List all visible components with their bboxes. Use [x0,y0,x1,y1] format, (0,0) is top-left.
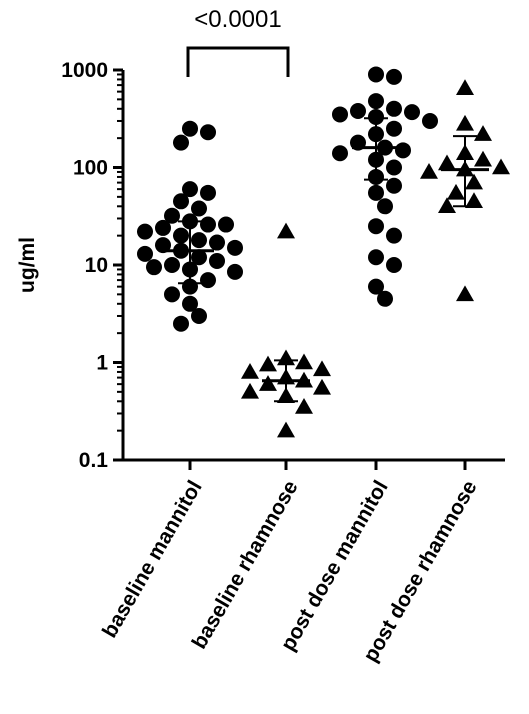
data-point-post-dose-mannitol [386,120,402,137]
data-point-post-dose-rhamnose [474,150,492,167]
data-point-baseline-rhamnose [313,360,331,377]
data-point-baseline-mannitol [182,181,198,198]
data-point-baseline-rhamnose [259,375,277,391]
data-point-baseline-mannitol [164,207,180,224]
data-point-baseline-rhamnose [313,378,331,395]
data-point-post-dose-rhamnose [438,197,456,214]
y-tick-label: 1 [96,352,108,375]
data-point-baseline-mannitol [200,216,216,233]
data-point-baseline-mannitol [137,245,153,262]
data-point-baseline-mannitol [191,249,207,266]
error-bars [166,117,489,403]
data-point-post-dose-mannitol [368,218,384,235]
data-point-baseline-mannitol [164,286,180,303]
data-point-baseline-mannitol [227,263,243,280]
data-point-post-dose-mannitol [386,177,402,194]
data-point-baseline-mannitol [137,223,153,240]
data-point-baseline-rhamnose [295,353,313,370]
data-point-post-dose-rhamnose [465,173,483,190]
data-points [137,66,510,438]
data-point-post-dose-rhamnose [447,183,465,200]
data-point-baseline-rhamnose [277,222,295,239]
x-category-label: baseline mannitol [98,477,207,642]
data-point-post-dose-mannitol [386,257,402,273]
data-point-post-dose-rhamnose [438,154,456,171]
data-point-baseline-mannitol [146,259,162,276]
y-tick-label: 1000 [61,59,108,82]
significance-bracket [186,46,290,77]
data-point-baseline-mannitol [173,315,189,332]
data-point-baseline-mannitol [173,227,189,244]
data-point-baseline-mannitol [191,200,207,217]
data-point-post-dose-rhamnose [465,192,483,209]
data-point-post-dose-mannitol [386,227,402,244]
p-value-label: <0.0001 [194,6,281,33]
data-point-baseline-mannitol [200,124,216,141]
data-point-post-dose-mannitol [422,112,438,129]
data-point-post-dose-mannitol [377,198,393,215]
data-point-baseline-mannitol [164,257,180,273]
data-point-baseline-mannitol [182,120,198,137]
data-point-baseline-mannitol [200,184,216,201]
data-point-post-dose-mannitol [332,145,348,162]
data-point-baseline-mannitol [200,272,216,289]
data-point-baseline-mannitol [173,193,189,210]
data-point-post-dose-rhamnose [420,162,438,179]
data-point-baseline-rhamnose [241,382,259,399]
data-point-post-dose-rhamnose [492,158,510,175]
data-point-baseline-mannitol [191,307,207,324]
y-tick-label: 0.1 [79,449,109,472]
data-point-baseline-mannitol [182,295,198,312]
data-point-post-dose-mannitol [368,278,384,295]
data-point-post-dose-mannitol [386,68,402,85]
data-point-baseline-mannitol [155,237,171,254]
data-point-post-dose-mannitol [386,100,402,117]
data-point-baseline-rhamnose [295,397,313,414]
data-point-post-dose-mannitol [395,142,411,159]
data-point-post-dose-mannitol [350,102,366,119]
data-point-post-dose-mannitol [368,66,384,83]
data-point-post-dose-rhamnose [456,79,474,95]
data-point-baseline-mannitol [227,239,243,256]
data-point-post-dose-mannitol [332,106,348,123]
data-point-post-dose-mannitol [377,290,393,307]
data-point-baseline-rhamnose [259,355,277,372]
y-axis-label: ug/ml [16,237,39,293]
data-point-baseline-mannitol [209,234,225,251]
data-point-baseline-rhamnose [277,421,295,438]
data-point-baseline-mannitol [155,219,171,236]
data-point-post-dose-mannitol [368,184,384,201]
data-point-post-dose-mannitol [386,159,402,176]
data-point-post-dose-mannitol [404,104,420,121]
data-point-post-dose-rhamnose [474,125,492,141]
data-point-baseline-rhamnose [241,362,259,379]
data-point-post-dose-rhamnose [456,114,474,131]
data-point-post-dose-mannitol [368,93,384,110]
data-point-baseline-mannitol [209,252,225,269]
data-point-baseline-mannitol [191,232,207,249]
y-axis: 0.1 1 10 100 1000 [61,59,125,472]
y-tick-label: 10 [85,254,108,277]
data-point-post-dose-mannitol [368,249,384,266]
data-point-baseline-mannitol [218,216,234,233]
y-tick-label: 100 [73,157,108,180]
data-point-baseline-mannitol [173,134,189,151]
data-point-post-dose-mannitol [368,108,384,125]
data-point-post-dose-rhamnose [456,285,474,302]
significance-annotations: <0.0001 [186,6,290,77]
